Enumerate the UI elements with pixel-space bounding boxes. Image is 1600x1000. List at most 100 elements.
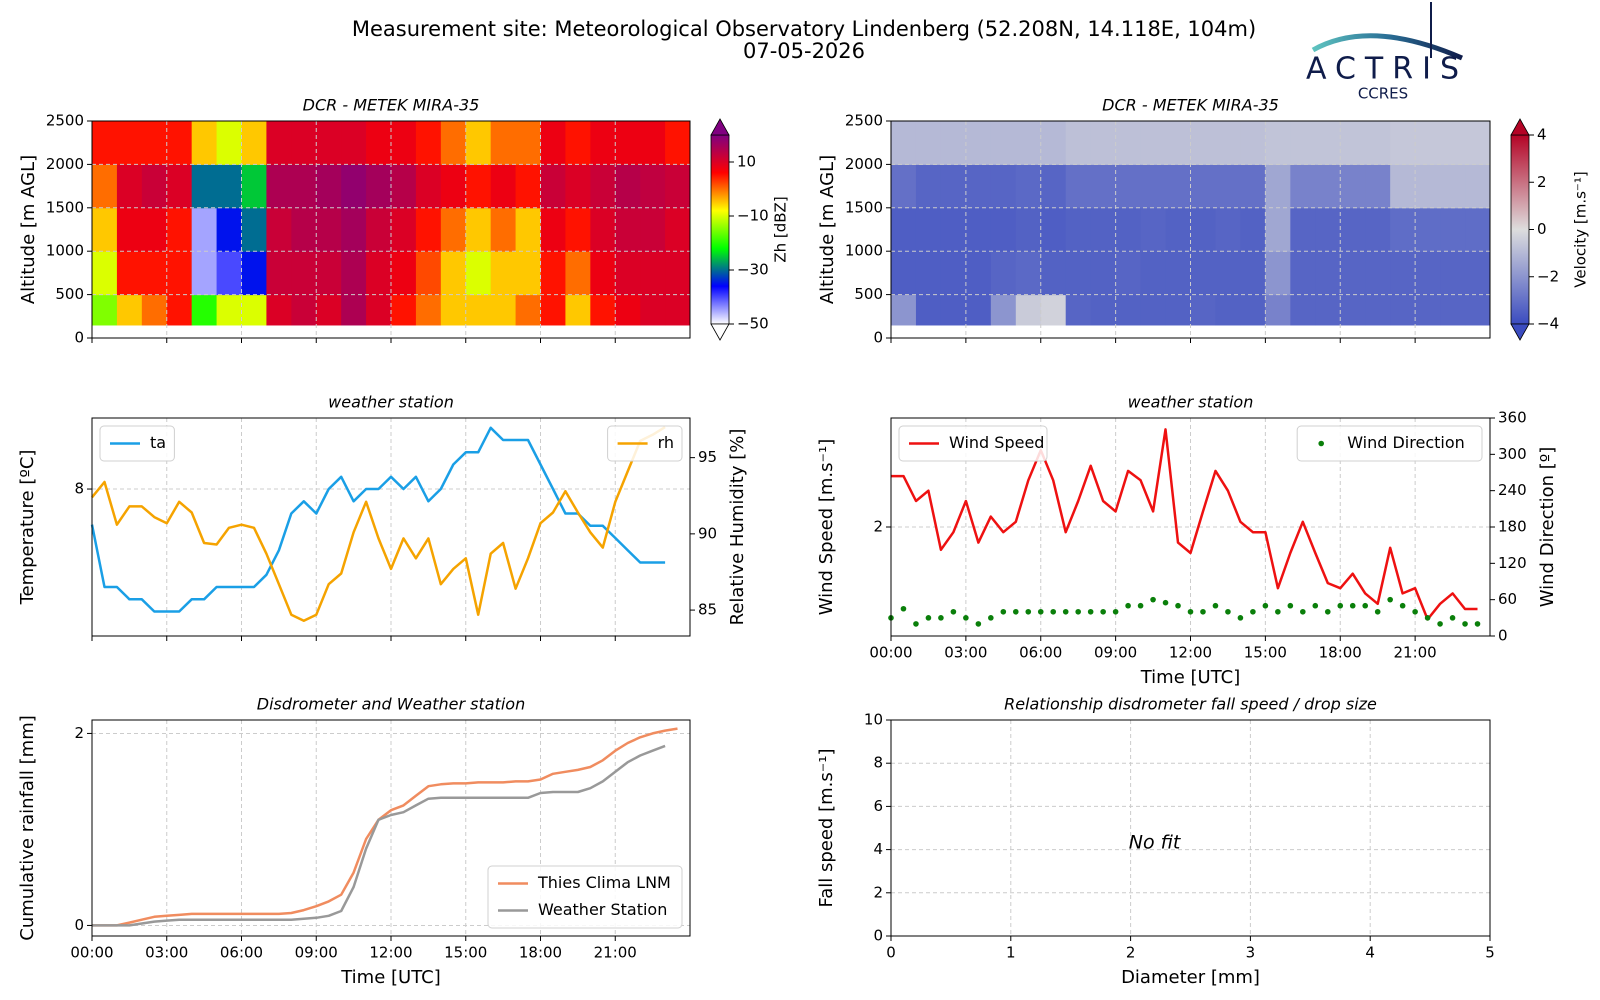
heatmap-cell [1340, 164, 1366, 209]
heatmap-cell [366, 294, 392, 326]
heatmap-cell [1065, 294, 1092, 326]
heatmap-cell [141, 164, 168, 209]
heatmap-cell [1415, 207, 1441, 252]
heatmap-cell [640, 121, 666, 165]
heatmap-cell [1040, 251, 1067, 296]
annotation: No fit [1129, 832, 1182, 854]
heatmap-cell [366, 251, 392, 296]
heatmap-cell [1440, 164, 1466, 209]
heatmap-cell [1465, 207, 1491, 252]
heatmap-cell [141, 294, 168, 326]
heatmap-cell [1215, 207, 1241, 252]
heatmap-cell [341, 207, 367, 252]
marker [1250, 608, 1256, 615]
heatmap-cell [1415, 294, 1441, 326]
heatmap-cell [291, 251, 317, 296]
y2-tick-label: 360 [1498, 409, 1527, 427]
heatmap-cell [141, 207, 168, 252]
heatmap-cell [316, 121, 342, 165]
y2-tick-label: 0 [1498, 627, 1508, 645]
heatmap-cell [92, 294, 118, 326]
heatmap-cell [1115, 164, 1142, 209]
marker [988, 615, 994, 621]
marker [1025, 608, 1032, 615]
colorbar-tick-label: 4 [1537, 126, 1547, 144]
heatmap-cell [1290, 294, 1316, 326]
y-tick-label: 1500 [46, 198, 84, 216]
x-axis-label: Diameter [mm] [1121, 967, 1260, 988]
colorbar [1510, 134, 1530, 325]
x-axis-label: Time [UTC] [340, 967, 441, 988]
heatmap-cell [291, 121, 317, 165]
heatmap-cell [1390, 164, 1416, 209]
legend [487, 865, 683, 929]
heatmap-cell [1090, 251, 1117, 296]
heatmap-cell [92, 207, 118, 252]
heatmap-cell [465, 207, 492, 252]
heatmap-cell [891, 121, 917, 165]
heatmap-cell [965, 251, 992, 296]
logo-subtext: CCRES [1358, 85, 1408, 103]
legend-marker [1318, 440, 1324, 447]
heatmap-cell [490, 251, 517, 296]
heatmap-cell [965, 294, 992, 326]
heatmap-cell [1215, 164, 1241, 209]
heatmap-cell [266, 207, 292, 252]
marker [1362, 602, 1369, 609]
heatmap-cell [965, 207, 992, 252]
marker [1287, 602, 1294, 609]
heatmap-cell [1290, 207, 1316, 252]
heatmap-cell [515, 294, 541, 326]
heatmap-cell [216, 121, 242, 165]
heatmap-cell [590, 294, 616, 326]
colorbar-tick-label: −10 [737, 207, 769, 225]
heatmap-cell [615, 251, 641, 296]
heatmap-cell [1190, 164, 1216, 209]
y-tick-label: 2 [873, 883, 883, 901]
heatmap-cell [1265, 164, 1291, 209]
heatmap-cell [1390, 121, 1416, 165]
heatmap-cell [665, 164, 691, 209]
legend-label: Wind Direction [1347, 433, 1465, 452]
heatmap-cell [216, 294, 242, 326]
heatmap-cell [191, 251, 218, 296]
colorbar-tick-label: 10 [737, 153, 756, 171]
heatmap-cell [1090, 121, 1117, 165]
heatmap-cell [990, 294, 1017, 326]
heatmap-cell [540, 294, 566, 326]
y-tick-label: 2000 [46, 155, 84, 173]
heatmap-cell [1090, 294, 1117, 326]
heatmap-cell [590, 251, 616, 296]
heatmap-cell [1115, 207, 1142, 252]
heatmap-cell [316, 294, 342, 326]
heatmap-cell [590, 121, 616, 165]
marker [950, 608, 957, 615]
heatmap-cell [1465, 251, 1491, 296]
heatmap-cell [665, 121, 691, 165]
marker [1387, 596, 1393, 603]
colorbar-extend [1510, 323, 1530, 341]
heatmap-cell [940, 164, 967, 209]
plot-area [891, 720, 1490, 936]
heatmap-cell [1015, 294, 1042, 326]
heatmap-cell [1090, 207, 1117, 252]
heatmap-cell [915, 251, 942, 296]
heatmap-cell [891, 207, 917, 252]
heatmap-cell [1265, 251, 1291, 296]
heatmap-cell [1190, 294, 1216, 326]
y-tick-label: 1500 [845, 198, 883, 216]
heatmap-cell [565, 251, 591, 296]
heatmap-cell [515, 121, 541, 165]
heatmap-cell [515, 164, 541, 209]
heatmap-cell [1415, 251, 1441, 296]
x-tick-label: 00:00 [70, 944, 113, 962]
y-tick-label: 500 [854, 285, 883, 303]
y-tick-label: 10 [864, 711, 883, 729]
heatmap-cell [191, 164, 218, 209]
heatmap-cell [1265, 294, 1291, 326]
marker [925, 615, 932, 621]
heatmap-cell [1140, 164, 1167, 209]
y-tick-label: 2500 [845, 112, 883, 130]
colorbar-extend [710, 323, 730, 341]
heatmap-cell [291, 164, 317, 209]
